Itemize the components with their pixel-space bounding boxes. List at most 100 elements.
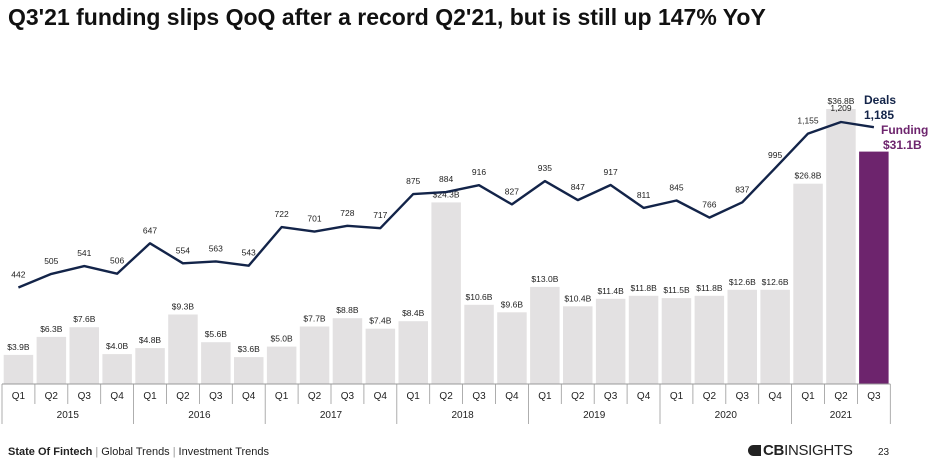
funding-bars [3,109,889,384]
brand-cb: CB [763,442,785,459]
funding-bar-value-label: $3.6B [238,344,261,354]
x-axis-year-label: 2017 [320,410,343,421]
footer-crumb-global-trends: Global Trends [101,446,170,458]
cb-insights-logo-mark-icon [748,445,761,456]
funding-bar [201,342,231,384]
x-axis-year-label: 2021 [830,410,853,421]
x-axis-quarter-tick-label: Q1 [12,391,26,402]
funding-bar [3,354,34,384]
x-axis-quarter-tick-label: Q3 [209,391,223,402]
funding-bar-value-label: $10.6B [466,292,493,302]
x-axis-year-label: 2016 [188,410,211,421]
x-axis-quarter-tick-label: Q3 [604,391,618,402]
deals-point-label: 701 [307,214,321,224]
funding-bar [36,336,67,384]
page-title: Q3'21 funding slips QoQ after a record Q… [8,4,766,30]
x-axis-quarter-tick-label: Q3 [867,391,881,402]
funding-bar [398,321,428,384]
deals-point-label: 1,155 [797,116,819,126]
deals-point-label: 647 [143,225,157,235]
x-axis-quarter-tick-label: Q4 [242,391,256,402]
funding-bar-value-label: $5.0B [270,334,293,344]
funding-bar [431,202,461,384]
funding-bar-value-label: $9.6B [501,299,524,309]
x-axis-quarter-tick-label: Q4 [637,391,651,402]
footer-breadcrumb: State Of Fintech | Global Trends | Investmen… [8,446,269,458]
legend-deals-title: Deals [864,93,896,107]
funding-bar [760,289,790,384]
x-axis-quarter-tick-label: Q4 [768,391,782,402]
deals-point-label: 766 [702,200,716,210]
funding-bar [694,295,725,384]
deals-point-label: 554 [176,245,190,255]
x-axis-quarter-tick-label: Q3 [736,391,750,402]
deals-point-labels: 442 505 541 506 647 554 563 543 722 701 728 717 875 8… [11,103,852,280]
funding-bar [102,354,132,384]
deals-point-label: 543 [242,248,256,258]
x-axis-quarter-tick-label: Q4 [374,391,388,402]
legend-deals-value: 1,185 [864,108,894,122]
x-axis-year-label: 2019 [583,410,606,421]
deals-point-label: 847 [571,182,585,192]
funding-bar [628,295,659,384]
funding-bar [859,151,889,384]
funding-bar-value-label: $11.5B [663,285,690,295]
funding-bar [464,304,494,384]
funding-bar [266,346,297,384]
deals-point-label: 995 [768,150,782,160]
deals-point-label: 935 [538,163,552,173]
funding-bar [661,298,692,384]
x-axis: Q1 Q2 Q3 Q4 Q1 Q2 Q3 Q4 Q1 Q2 Q3 Q4 Q1 Q2 Q3 Q4 Q1 Q2 Q3 Q4… [1,383,891,424]
funding-bar-value-label: $4.0B [106,341,129,351]
x-axis-quarter-tick-label: Q4 [505,391,519,402]
legend-funding-title: Funding [881,123,928,137]
funding-bar [365,328,396,384]
funding-bar [563,306,593,384]
deals-point-label: 837 [735,184,749,194]
funding-bar-value-label: $9.3B [172,302,195,312]
brand-insights: INSIGHTS [784,442,853,459]
x-axis-quarter-tick-label: Q4 [110,391,124,402]
x-axis-quarter-tick-label: Q1 [407,391,421,402]
x-axis-quarter-tick-label: Q1 [275,391,289,402]
x-axis-quarter-tick-label: Q1 [538,391,552,402]
deals-point-label: 728 [340,208,354,218]
funding-bar-value-label: $8.8B [336,305,359,315]
funding-bar [168,314,198,384]
funding-bar [793,183,823,384]
deals-point-label: 917 [604,167,618,177]
funding-bar-value-label: $26.8B [795,171,822,181]
funding-bar-value-label: $11.8B [696,283,723,293]
funding-bar-value-label: $4.8B [139,335,162,345]
funding-bar-value-label: $10.4B [564,293,591,303]
footer-crumb-investment-trends: Investment Trends [178,446,270,458]
deals-point-label: 442 [11,270,25,280]
funding-bar-value-label: $11.4B [597,286,624,296]
funding-bar-value-label: $5.6B [205,329,228,339]
deals-point-label: 827 [505,186,519,196]
funding-bar-value-label: $36.8B [828,96,855,106]
deals-line [17,120,875,289]
cb-insights-logo: CBINSIGHTS [748,442,853,459]
deals-point-label: 1,209 [830,103,852,113]
x-axis-year-label: 2015 [57,410,80,421]
funding-bar [299,326,330,384]
deals-point-label: 506 [110,256,124,266]
x-axis-quarter-tick-label: Q2 [571,391,585,402]
x-axis-quarter-tick-label: Q3 [78,391,92,402]
x-axis-quarter-tick-label: Q1 [801,391,815,402]
funding-bar-labels: $3.9B $6.3B $7.6B $4.0B $4.8B $9.3B $5.6B $3.6B… [7,96,855,354]
x-axis-quarter-tick-label: Q3 [341,391,355,402]
funding-deals-chart: $3.9B $6.3B $7.6B $4.0B $4.8B $9.3B $5.6B $3.6B… [1,93,928,424]
x-axis-quarter-tick-label: Q2 [439,391,453,402]
deals-point-label: 811 [637,190,651,200]
deals-point-label: 875 [406,176,420,186]
funding-bar [595,298,626,384]
x-axis-quarter-tick-label: Q2 [308,391,322,402]
x-axis-quarter-tick-label: Q1 [670,391,684,402]
deals-line-group [17,120,875,289]
footer-separator: | [95,446,99,458]
funding-bar-value-label: $13.0B [531,274,558,284]
funding-bar [727,289,757,384]
